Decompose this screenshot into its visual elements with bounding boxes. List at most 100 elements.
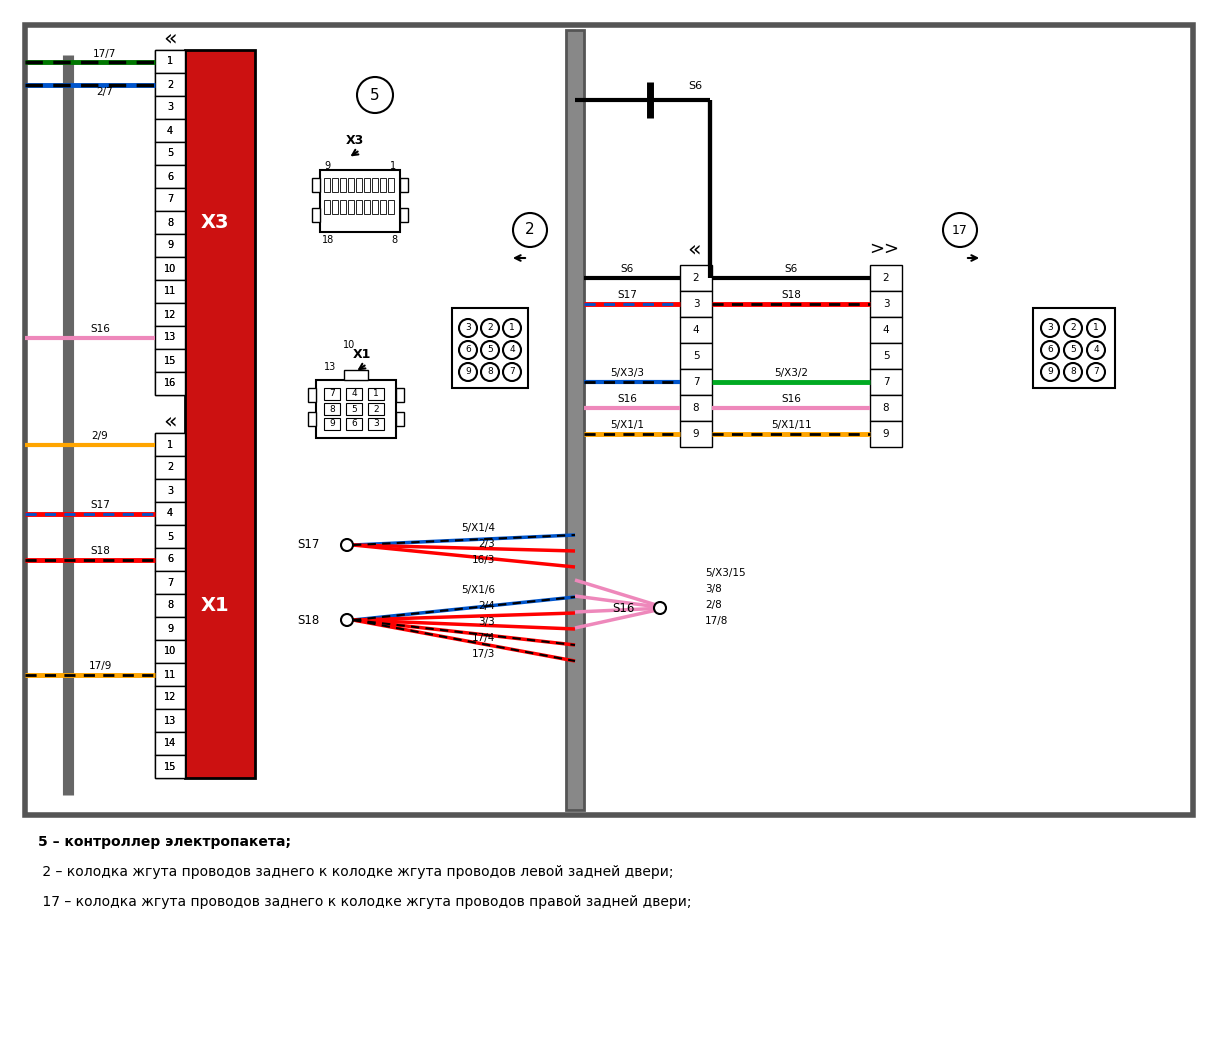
Text: S16: S16 <box>613 602 635 614</box>
Text: 18: 18 <box>322 235 334 245</box>
Text: 17/9: 17/9 <box>89 662 112 671</box>
Text: S6: S6 <box>688 81 702 92</box>
Circle shape <box>357 77 393 113</box>
Text: 1: 1 <box>167 440 173 449</box>
Text: 2/3: 2/3 <box>479 539 495 549</box>
Text: 2/9: 2/9 <box>91 431 108 442</box>
Bar <box>155 280 185 303</box>
Text: 2: 2 <box>167 80 173 89</box>
Text: 4: 4 <box>1094 345 1099 355</box>
Circle shape <box>459 341 477 359</box>
Text: 15: 15 <box>163 356 177 365</box>
Bar <box>155 165 185 188</box>
Bar <box>870 291 903 317</box>
Bar <box>870 394 903 421</box>
Bar <box>396 412 404 426</box>
Text: 5/X3/2: 5/X3/2 <box>773 368 808 378</box>
Text: 2: 2 <box>167 80 173 89</box>
Bar <box>680 317 713 343</box>
Bar <box>870 369 903 394</box>
Text: 6: 6 <box>167 171 173 182</box>
Text: 9: 9 <box>167 241 173 250</box>
Text: 5/X1/1: 5/X1/1 <box>610 420 644 430</box>
Circle shape <box>481 319 499 337</box>
Text: 3: 3 <box>373 420 379 428</box>
Bar <box>324 388 340 400</box>
Text: 1: 1 <box>1093 324 1099 332</box>
Bar <box>155 234 185 257</box>
Bar <box>155 502 185 525</box>
Text: 4: 4 <box>351 389 357 399</box>
Bar <box>452 308 527 388</box>
Bar <box>155 640 185 663</box>
Text: 1: 1 <box>390 161 396 171</box>
Bar <box>155 618 185 640</box>
Text: 5/X3/3: 5/X3/3 <box>610 368 644 378</box>
Text: 3: 3 <box>167 486 173 495</box>
Text: 13: 13 <box>164 332 177 343</box>
Text: 13: 13 <box>164 332 177 343</box>
Bar <box>155 303 185 326</box>
Bar <box>155 96 185 119</box>
Text: 8: 8 <box>167 218 173 227</box>
Text: 9: 9 <box>693 429 699 439</box>
Bar <box>348 200 354 214</box>
Bar <box>155 372 185 394</box>
Bar <box>155 326 185 349</box>
Text: 6: 6 <box>351 420 357 428</box>
Text: S17: S17 <box>90 501 110 510</box>
Text: S18: S18 <box>297 613 320 627</box>
Bar <box>155 755 185 778</box>
Text: 8: 8 <box>1071 367 1075 377</box>
Text: 5: 5 <box>167 148 173 159</box>
Text: 13: 13 <box>164 715 177 726</box>
Text: S17: S17 <box>297 539 320 551</box>
Text: 7: 7 <box>693 377 699 387</box>
Bar <box>680 394 713 421</box>
Bar <box>346 403 362 414</box>
Circle shape <box>481 363 499 381</box>
Text: 8: 8 <box>392 235 398 245</box>
Text: 13: 13 <box>164 715 177 726</box>
Bar <box>155 433 185 456</box>
Bar <box>155 257 185 280</box>
Bar <box>680 343 713 369</box>
Text: 5: 5 <box>167 148 173 159</box>
Text: 4: 4 <box>167 125 173 136</box>
Text: 16: 16 <box>164 379 177 388</box>
Text: 7: 7 <box>509 367 515 377</box>
Bar <box>155 594 185 618</box>
Bar <box>155 456 185 479</box>
Text: 2: 2 <box>167 463 173 472</box>
Bar <box>364 178 370 193</box>
Bar <box>315 380 396 438</box>
Bar <box>389 178 393 193</box>
Bar <box>566 31 583 810</box>
Text: 3: 3 <box>1047 324 1052 332</box>
Text: S16: S16 <box>781 394 801 404</box>
Bar <box>308 412 315 426</box>
Text: 12: 12 <box>163 692 177 703</box>
Bar <box>155 709 185 732</box>
Text: 4: 4 <box>693 325 699 335</box>
Text: S18: S18 <box>90 546 110 557</box>
Text: S17: S17 <box>618 290 637 300</box>
Bar <box>348 178 354 193</box>
Circle shape <box>513 213 547 247</box>
Text: 9: 9 <box>167 624 173 633</box>
Bar <box>870 317 903 343</box>
Bar <box>340 178 346 193</box>
Bar <box>346 388 362 400</box>
Bar <box>155 119 185 142</box>
Text: 5/X1/4: 5/X1/4 <box>460 523 495 533</box>
Text: 10: 10 <box>164 647 177 656</box>
Bar <box>185 50 255 778</box>
Text: S6: S6 <box>620 264 633 274</box>
Circle shape <box>1065 319 1082 337</box>
Bar <box>324 178 330 193</box>
Text: 16: 16 <box>164 379 177 388</box>
Circle shape <box>1041 341 1058 359</box>
Bar <box>155 188 185 211</box>
Text: 8: 8 <box>487 367 493 377</box>
Bar <box>371 178 378 193</box>
